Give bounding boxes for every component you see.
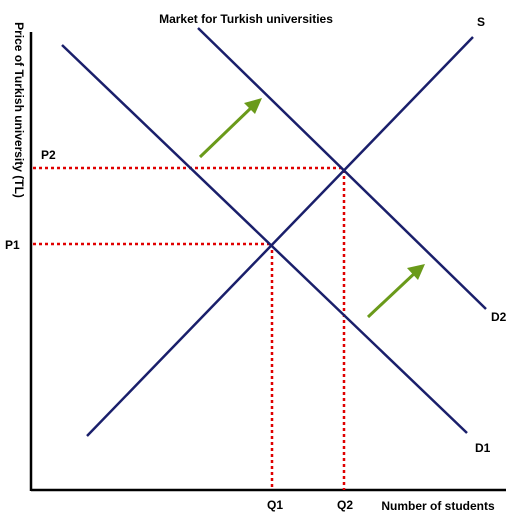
demand-shift-arrow-lower: [366, 264, 425, 319]
d1-label: D1: [475, 441, 491, 455]
d2-label: D2: [491, 310, 507, 324]
x-axis-label: Number of students: [381, 499, 495, 513]
p1-label: P1: [5, 238, 20, 252]
diagram-title: Market for Turkish universities: [159, 12, 333, 26]
demand-curve-d1: [61, 44, 468, 434]
supply-label: S: [477, 15, 485, 29]
y-axis-label: Price of Turkish university (TL): [12, 22, 26, 198]
demand-shift-arrow-upper: [198, 98, 262, 159]
demand-curve-d2: [197, 27, 487, 310]
q2-label: Q2: [337, 498, 353, 512]
p2-label: P2: [41, 148, 56, 162]
q1-label: Q1: [267, 498, 283, 512]
supply-curve: [86, 36, 474, 437]
